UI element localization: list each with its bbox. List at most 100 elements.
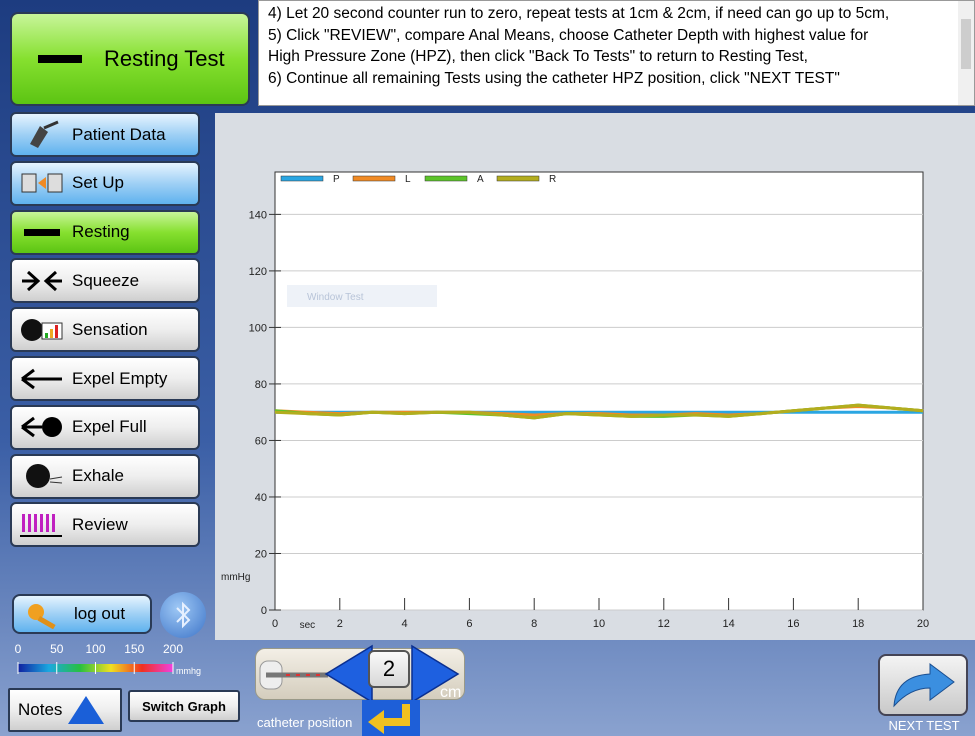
scale-tick-label: 150: [124, 642, 144, 656]
y-tick-label: 60: [255, 435, 267, 447]
legend-label: P: [333, 174, 340, 185]
legend-swatch: [280, 175, 324, 182]
x-tick-label: 12: [658, 618, 670, 630]
watermark: Window Test: [307, 292, 364, 303]
x-tick-label: 8: [531, 618, 537, 630]
y-tick-label: 100: [249, 322, 267, 334]
menu-button[interactable]: Expel Empty: [10, 356, 200, 401]
instruction-line: 4) Let 20 second counter run to zero, re…: [268, 5, 890, 22]
notes-button[interactable]: Notes: [8, 688, 122, 732]
y-tick-label: 20: [255, 548, 267, 560]
menu: Patient Data Set Up Resting Squeeze Sensatio…: [10, 112, 202, 552]
switch-graph-label: Switch Graph: [142, 698, 226, 714]
plot-area: [274, 171, 924, 611]
scale-tick-label: 100: [85, 642, 105, 656]
menu-label: Review: [72, 514, 128, 534]
series-line: [274, 403, 924, 420]
x-tick-label: 4: [402, 618, 408, 630]
scale-tick-label: 50: [50, 642, 64, 656]
bluetooth-icon: [176, 601, 191, 629]
chart-panel: Window Test 0 20 40 60 80 100 120 140 0 2 4 6 8 10 12 14…: [215, 113, 975, 640]
menu-button[interactable]: Set Up: [10, 160, 200, 206]
catheter-depth-value: 2: [382, 656, 396, 681]
scale-unit: mmhg: [176, 666, 201, 676]
x-tick-label: 0: [272, 618, 278, 630]
y-tick-label: 0: [261, 605, 267, 617]
x-tick-label: 6: [466, 618, 472, 630]
scale-tick-label: 200: [163, 642, 183, 656]
catheter-unit: cm: [440, 684, 462, 701]
menu-icon: [12, 120, 72, 150]
current-test[interactable]: Resting Test: [10, 12, 250, 106]
logout-button[interactable]: log out: [12, 594, 152, 634]
menu-icon: [12, 364, 72, 394]
legend-swatch: [352, 175, 396, 182]
watermark-box: [287, 285, 437, 307]
instruction-line: 5) Click "REVIEW", compare Anal Means, c…: [268, 26, 869, 44]
right-arrow[interactable]: [410, 644, 470, 704]
menu-icon: [12, 510, 72, 540]
legend-label: L: [405, 174, 411, 185]
scale-tick-label: 0: [15, 642, 22, 656]
enter-icon[interactable]: [362, 700, 422, 736]
catheter-label: catheter position: [257, 715, 353, 730]
scroll-thumb[interactable]: [961, 19, 971, 69]
legend-swatch: [496, 175, 540, 182]
next-test-button[interactable]: [878, 654, 968, 716]
menu-button[interactable]: Expel Full: [10, 404, 200, 450]
x-axis-label: sec: [300, 620, 316, 631]
next-test-label: NEXT TEST: [888, 718, 960, 733]
menu-button[interactable]: Squeeze: [10, 258, 200, 304]
menu-icon: [12, 168, 72, 198]
color-scale: 0 50 100 150 200 mmhg: [15, 642, 201, 676]
menu-icon: [12, 461, 72, 491]
key-icon: [28, 604, 56, 629]
y-tick-label: 120: [249, 266, 267, 278]
notes-label: Notes: [18, 700, 63, 719]
menu-button[interactable]: Resting: [10, 209, 200, 255]
menu-label: Patient Data: [72, 124, 166, 144]
legend-label: A: [477, 174, 484, 185]
x-tick-label: 18: [852, 618, 864, 630]
y-axis-label: mmHg: [221, 572, 250, 583]
menu-button[interactable]: Sensation: [10, 307, 200, 353]
logout-label: log out: [74, 604, 126, 623]
menu-label: Expel Empty: [72, 368, 168, 388]
x-tick-label: 2: [337, 618, 343, 630]
catheter-depth: 2: [368, 650, 410, 688]
switch-graph-button[interactable]: Switch Graph: [128, 690, 240, 722]
instruction-line: 6) Continue all remaining Tests using th…: [268, 69, 840, 87]
x-tick-label: 10: [593, 618, 605, 630]
menu-label: Squeeze: [72, 270, 140, 290]
bluetooth[interactable]: [160, 592, 206, 638]
menu-label: Exhale: [72, 466, 124, 486]
y-tick-label: 140: [249, 209, 267, 221]
menu-label: Set Up: [72, 173, 124, 193]
x-tick-label: 16: [787, 618, 799, 630]
scrollbar[interactable]: [958, 1, 974, 105]
instruction-line: High Pressure Zone (HPZ), then click "Ba…: [268, 48, 808, 65]
triangle-icon: [68, 696, 105, 724]
next-arrow: [893, 663, 955, 708]
instructions: 4) Let 20 second counter run to zero, re…: [258, 0, 975, 106]
current-test-label: Resting Test: [104, 46, 225, 71]
menu-button[interactable]: Patient Data: [10, 112, 200, 157]
catheter-icon: [259, 660, 328, 690]
x-tick-label: 20: [917, 618, 929, 630]
minus-icon: [38, 55, 82, 63]
menu-button[interactable]: Review: [10, 502, 200, 548]
menu-label: Expel Full: [72, 417, 147, 437]
legend-swatch: [424, 175, 468, 182]
menu-icon: [12, 412, 72, 442]
menu-icon: [12, 217, 72, 247]
menu-button[interactable]: Exhale: [10, 453, 200, 499]
y-tick-label: 80: [255, 379, 267, 391]
x-tick-label: 14: [722, 618, 734, 630]
y-tick-label: 40: [255, 492, 267, 504]
menu-label: Resting: [72, 222, 130, 242]
menu-icon: [12, 315, 72, 345]
menu-icon: [12, 266, 72, 296]
legend-label: R: [549, 174, 556, 185]
menu-label: Sensation: [72, 319, 148, 339]
